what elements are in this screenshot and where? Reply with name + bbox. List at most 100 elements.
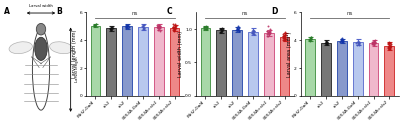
Point <box>171 26 177 28</box>
Point <box>138 25 145 27</box>
Point <box>234 28 240 30</box>
Point <box>91 25 98 27</box>
Point <box>170 27 176 29</box>
Point <box>248 31 255 33</box>
Point <box>372 39 378 41</box>
Point <box>369 43 375 45</box>
Point <box>356 43 362 45</box>
Point <box>235 30 242 32</box>
Point <box>266 31 272 33</box>
Point <box>123 27 130 29</box>
Point <box>92 25 98 27</box>
Point <box>107 28 113 30</box>
Point <box>387 46 393 48</box>
Point <box>340 40 346 42</box>
Point <box>201 26 208 28</box>
Bar <box>170 28 180 96</box>
Point <box>171 30 177 32</box>
Point <box>280 33 286 35</box>
Point <box>280 35 286 37</box>
Point <box>282 36 288 38</box>
Point <box>122 25 129 27</box>
Point <box>265 32 271 34</box>
Point <box>204 28 210 30</box>
Point <box>280 37 287 39</box>
Bar <box>106 28 116 96</box>
Point <box>356 44 362 46</box>
Point <box>371 39 377 41</box>
Ellipse shape <box>32 29 50 110</box>
Point <box>109 27 115 29</box>
Text: Larval length: Larval length <box>75 57 79 83</box>
Point <box>155 27 162 29</box>
Bar <box>384 46 394 96</box>
Point <box>281 37 287 39</box>
Point <box>155 29 162 31</box>
Point <box>203 28 209 30</box>
Point <box>201 28 207 30</box>
Point <box>323 43 329 45</box>
Point <box>218 29 225 31</box>
Point <box>140 24 147 26</box>
Point <box>370 40 377 42</box>
Point <box>92 24 98 26</box>
Text: Larval width: Larval width <box>29 4 53 8</box>
Point <box>217 28 224 30</box>
Point <box>154 24 160 26</box>
Point <box>339 39 345 41</box>
Point <box>370 43 376 45</box>
Point <box>155 26 161 28</box>
Ellipse shape <box>9 42 32 54</box>
Ellipse shape <box>50 42 73 54</box>
Point <box>355 41 362 43</box>
Bar <box>305 39 315 96</box>
Point <box>308 38 314 40</box>
Point <box>324 41 330 43</box>
Point <box>308 36 314 38</box>
Bar <box>232 30 242 96</box>
Point <box>140 28 147 30</box>
Point <box>308 37 314 39</box>
Point <box>338 39 344 41</box>
Point <box>266 31 272 33</box>
Point <box>171 28 177 30</box>
Point <box>372 42 378 44</box>
Point <box>266 33 273 35</box>
Point <box>265 25 271 27</box>
Point <box>371 44 377 46</box>
Point <box>386 46 393 48</box>
Point <box>170 29 176 31</box>
Bar <box>122 26 132 96</box>
Point <box>172 26 178 28</box>
Point <box>249 30 256 32</box>
Point <box>92 25 98 27</box>
Point <box>107 27 113 29</box>
Point <box>372 42 378 44</box>
Point <box>235 28 242 30</box>
Point <box>107 29 114 31</box>
Point <box>265 36 271 38</box>
Point <box>266 31 272 33</box>
Point <box>282 38 288 40</box>
Point <box>387 47 393 49</box>
Point <box>372 41 378 43</box>
Point <box>249 32 256 34</box>
Point <box>140 24 147 26</box>
Point <box>140 26 146 28</box>
Point <box>370 42 376 44</box>
Point <box>140 24 146 26</box>
Point <box>324 43 330 45</box>
Point <box>355 41 361 43</box>
Point <box>264 31 271 33</box>
Point <box>204 26 210 28</box>
Point <box>282 39 288 41</box>
Point <box>266 31 272 33</box>
Point <box>124 25 130 27</box>
Point <box>203 26 209 28</box>
Point <box>385 43 391 45</box>
Point <box>370 42 376 44</box>
Point <box>369 43 376 45</box>
Point <box>251 33 258 35</box>
Point <box>324 41 330 43</box>
Text: ns: ns <box>132 11 138 16</box>
